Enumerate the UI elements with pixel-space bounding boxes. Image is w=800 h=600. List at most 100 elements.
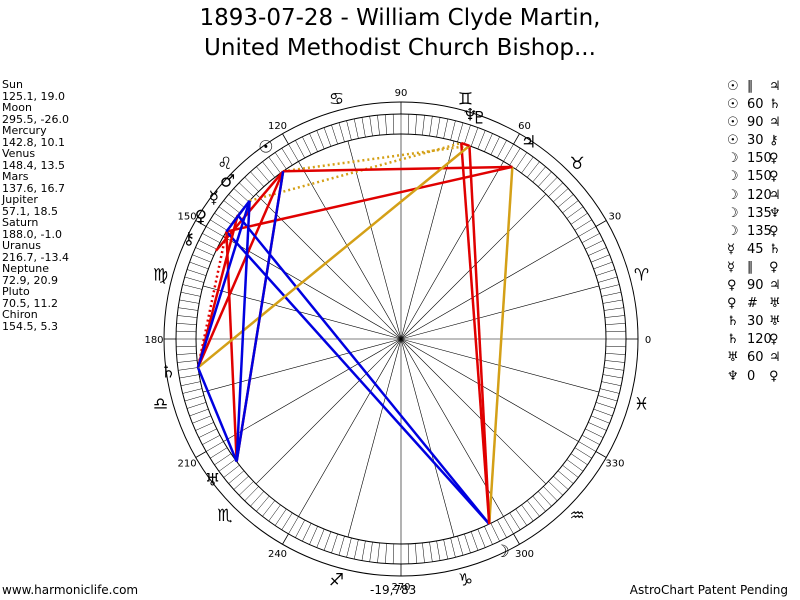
planet-name: Pluto: [2, 285, 30, 298]
planet-name: Mars: [2, 170, 29, 183]
degree-tick: [250, 491, 265, 507]
zodiac-sign-glyph: ♉: [569, 154, 584, 174]
footer-website: www.harmoniclife.com: [2, 583, 139, 597]
degree-spokes: [164, 102, 638, 576]
degree-tick: [593, 261, 613, 270]
degree-tick: [338, 122, 345, 143]
planet-glyph: ☉: [258, 138, 273, 158]
degree-label: 330: [605, 459, 624, 470]
degree-tick: [457, 535, 464, 556]
aspect-line: [236, 214, 491, 525]
degree-tick: [288, 144, 299, 162]
degree-tick: [548, 182, 564, 197]
degree-tick: [256, 166, 270, 183]
degree-tick: [228, 470, 245, 484]
planet-glyph: ☽: [495, 542, 510, 562]
degree-tick: [527, 161, 540, 178]
degree-tick: [521, 156, 534, 174]
aspect-line: [196, 367, 238, 462]
degree-tick: [309, 526, 318, 545]
planet-glyph: ♆: [462, 105, 477, 125]
degree-tick: [477, 130, 486, 150]
aspect-line: [196, 200, 251, 368]
spoke-line: [202, 285, 402, 340]
zodiac-sign-glyph: ♈: [634, 266, 649, 286]
degree-tick: [233, 188, 249, 203]
degree-tick: [601, 381, 622, 387]
degree-tick: [309, 133, 318, 152]
aspect-row: ☿ ∥ ♀: [727, 259, 779, 275]
planet-values: 72.9, 20.9: [2, 273, 58, 287]
degree-tick: [581, 435, 600, 445]
degree-tick: [189, 408, 209, 417]
degree-tick: [509, 148, 521, 166]
aspect-row: ☉ 90 ♃: [727, 115, 781, 131]
outer-spoke-line: [513, 133, 520, 145]
degree-tick: [195, 247, 214, 256]
aspect-row: ♅ 60 ♃: [727, 350, 781, 366]
degree-tick: [361, 540, 366, 561]
degree-tick: [590, 254, 610, 263]
degree-tick: [288, 516, 299, 534]
degree-tick: [527, 500, 540, 517]
degree-tick: [178, 307, 199, 311]
aspect-row: ☽ 135♀: [727, 223, 779, 239]
aspect-row: ☉ ∥ ♃: [727, 79, 781, 94]
degree-tick: [537, 171, 552, 187]
degree-tick: [562, 200, 579, 213]
planet-name: Neptune: [2, 262, 50, 275]
aspect-line: [283, 165, 513, 173]
degree-tick: [457, 122, 464, 143]
degree-tick: [180, 381, 201, 387]
degree-tick: [274, 508, 287, 526]
degree-tick: [179, 299, 200, 304]
degree-tick: [323, 531, 332, 551]
aspect-list: ☉ ∥ ♃ ☉ 60 ♄ ☉ 90 ♃ ☉ 30 ⚷ ☽ 150♀ ☽ 150♀ ☽ 120♃ ☽ 13…: [727, 78, 789, 386]
degree-tick: [353, 539, 359, 560]
degree-label: 150: [178, 212, 197, 223]
planet-name: Jupiter: [2, 193, 38, 206]
degree-tick: [331, 533, 338, 554]
degree-tick: [176, 345, 197, 348]
degree-tick: [192, 415, 212, 424]
zodiac-sign-glyph: ♍: [153, 266, 168, 286]
degree-tick: [548, 481, 564, 496]
degree-tick: [532, 166, 546, 183]
planet-name: Saturn: [2, 216, 39, 229]
degree-tick: [436, 117, 441, 138]
degree-tick: [210, 219, 228, 231]
degree-tick: [497, 140, 507, 159]
planet-name: Sun: [2, 78, 23, 91]
outer-spoke-line: [282, 133, 289, 145]
degree-tick: [601, 291, 622, 297]
degree-tick: [346, 120, 352, 141]
outer-spoke-line: [282, 533, 289, 545]
degree-tick: [218, 459, 236, 472]
degree-tick: [223, 200, 240, 213]
degree-tick: [436, 540, 441, 561]
degree-tick: [557, 194, 574, 208]
degree-tick: [599, 388, 620, 394]
aspect-row: ☽ 150♀: [727, 169, 779, 185]
degree-tick: [184, 395, 205, 402]
degree-label: 180: [144, 335, 163, 346]
degree-tick: [497, 519, 507, 538]
degree-tick: [295, 140, 305, 159]
aspect-line: [488, 166, 514, 525]
dotted-aspect-line: [249, 141, 462, 202]
degree-tick: [593, 408, 613, 417]
degree-label: 90: [395, 88, 408, 99]
degree-tick: [557, 470, 574, 484]
footer-patent: AstroChart Patent Pending: [629, 583, 788, 597]
degree-ticks: [176, 114, 626, 564]
aspect-row: ☽ 120♃: [727, 187, 781, 203]
degree-tick: [464, 533, 471, 554]
degree-tick: [176, 323, 197, 325]
degree-tick: [281, 512, 293, 530]
degree-tick: [602, 374, 623, 379]
planet-values: 142.8, 10.1: [2, 135, 65, 149]
degree-label: 60: [518, 121, 531, 132]
aspect-line: [225, 230, 491, 525]
zodiac-sign-glyph: ♌: [217, 154, 232, 174]
planet-glyph: ☿: [209, 188, 219, 208]
